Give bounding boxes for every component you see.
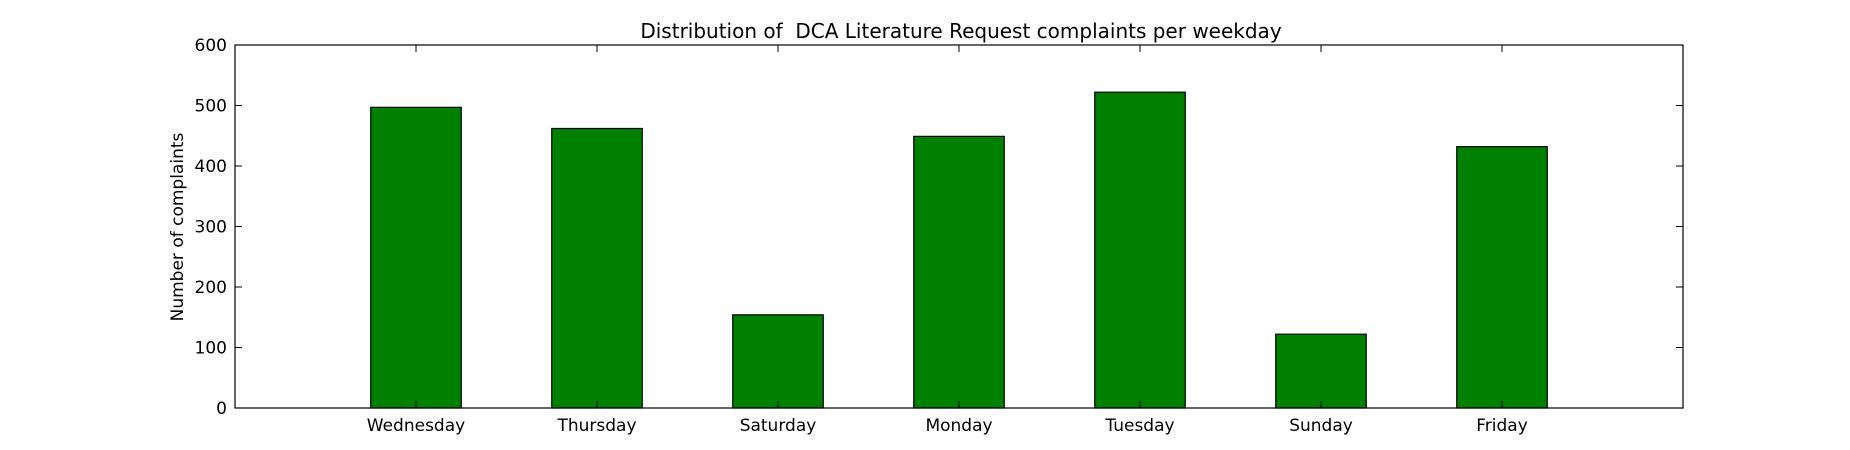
bar-monday	[913, 135, 1005, 409]
y-tick-label: 600	[195, 36, 227, 56]
bar-sunday	[1275, 333, 1367, 409]
y-tick-label: 200	[195, 278, 227, 298]
bar-friday	[1456, 146, 1548, 409]
bar-thursday	[551, 127, 643, 409]
plot-area: 0 100 200 300 400 500 600 Wednesday Thursday Satu…	[195, 36, 1684, 436]
y-tick-label: 100	[195, 339, 227, 359]
y-tick-label: 0	[216, 399, 227, 419]
y-tick-label: 500	[195, 97, 227, 117]
chart-title: Distribution of DCA Literature Request c…	[640, 19, 1281, 43]
x-tick-label-friday: Friday	[1476, 416, 1528, 436]
x-tick-label-thursday: Thursday	[556, 416, 636, 436]
bar-wednesday	[370, 106, 462, 409]
y-axis-label: Number of complaints	[168, 132, 188, 321]
bar-tuesday	[1094, 91, 1186, 409]
bar-saturday	[732, 314, 824, 409]
x-tick-label-wednesday: Wednesday	[367, 416, 465, 436]
x-tick-label-tuesday: Tuesday	[1104, 416, 1174, 436]
x-tick-label-saturday: Saturday	[740, 416, 817, 436]
y-tick-label: 300	[195, 218, 227, 238]
y-tick-label: 400	[195, 157, 227, 177]
x-tick-label-sunday: Sunday	[1289, 416, 1353, 436]
x-tick-label-monday: Monday	[925, 416, 992, 436]
